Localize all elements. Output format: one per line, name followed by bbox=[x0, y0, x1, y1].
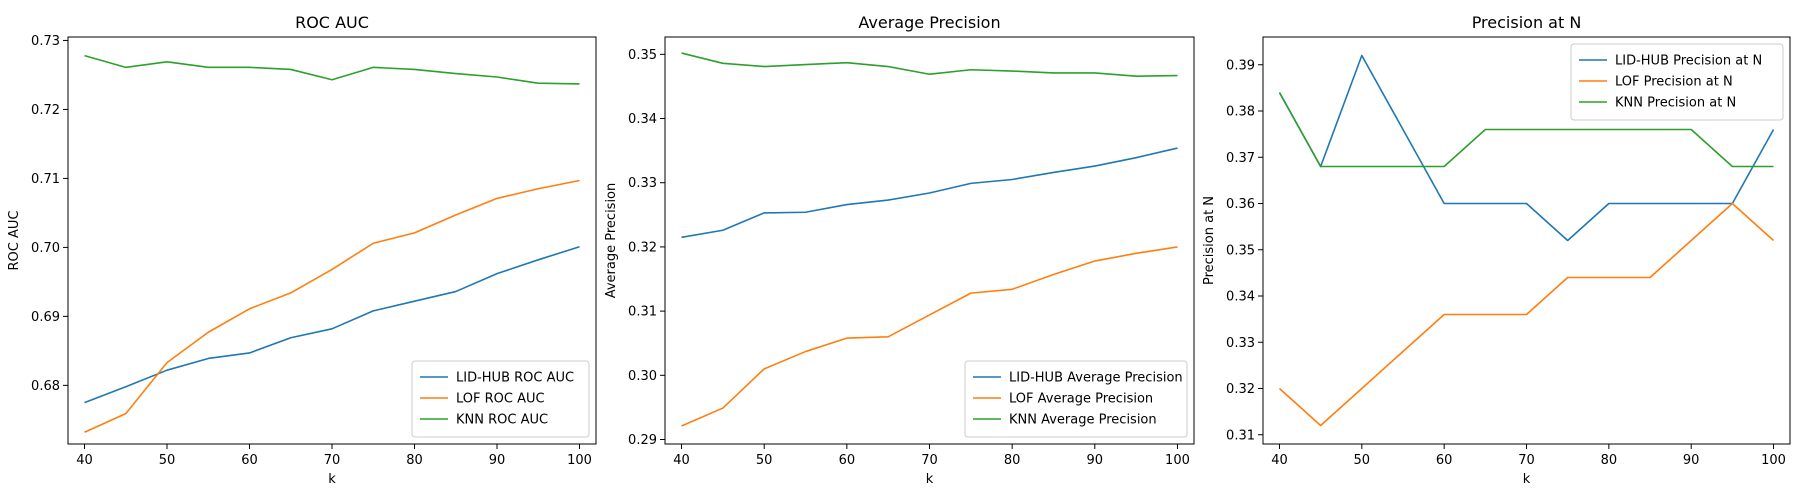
y-tick-label: 0.31 bbox=[1226, 428, 1255, 443]
y-tick-label: 0.70 bbox=[31, 241, 60, 256]
x-tick-label: 90 bbox=[489, 453, 506, 468]
x-tick-label: 50 bbox=[1354, 453, 1371, 468]
y-tick-label: 0.33 bbox=[628, 176, 657, 191]
y-tick-label: 0.34 bbox=[1226, 290, 1255, 305]
chart-0: ROC AUC 40 50 60 70 80 90 100 0.68 0.69 0.70 0.71 0.… bbox=[7, 13, 597, 487]
x-tick-label: 100 bbox=[1165, 453, 1190, 468]
y-axis-label: ROC AUC bbox=[7, 211, 22, 271]
y-tick-label: 0.35 bbox=[628, 48, 657, 63]
y-tick-label: 0.31 bbox=[628, 305, 657, 320]
legend-label: KNN ROC AUC bbox=[456, 413, 548, 428]
x-tick-label: 70 bbox=[921, 453, 938, 468]
legend-box bbox=[964, 360, 1188, 438]
y-tick-label: 0.29 bbox=[628, 433, 657, 448]
legend-label: KNN Precision at N bbox=[1615, 96, 1736, 111]
series-line-0 bbox=[84, 245, 580, 404]
legend-label: LID-HUB Precision at N bbox=[1615, 54, 1762, 69]
series-line-2 bbox=[681, 52, 1178, 77]
legend-label: LOF Average Precision bbox=[1009, 392, 1153, 407]
series-line-1 bbox=[1278, 202, 1775, 427]
x-tick-label: 70 bbox=[324, 453, 341, 468]
series-line-1 bbox=[681, 246, 1178, 427]
y-tick-label: 0.34 bbox=[628, 112, 657, 127]
axes-frame bbox=[1262, 36, 1791, 445]
legend-box bbox=[1570, 43, 1784, 121]
x-tick-label: 60 bbox=[241, 453, 258, 468]
chart-title: Precision at N bbox=[1472, 13, 1582, 32]
series-line-0 bbox=[1278, 54, 1775, 242]
y-tick-label: 0.72 bbox=[31, 103, 60, 118]
y-tick-label: 0.32 bbox=[628, 240, 657, 255]
y-tick-label: 0.69 bbox=[31, 310, 60, 325]
chart-2: Precision at N 40 50 60 70 80 90 100 0.31 0.32 0.3… bbox=[1202, 13, 1791, 487]
series-line-2 bbox=[1278, 92, 1774, 168]
y-tick-label: 0.73 bbox=[31, 34, 60, 49]
y-tick-label: 0.35 bbox=[1226, 243, 1255, 258]
x-axis-label: k bbox=[926, 472, 934, 487]
y-tick-label: 0.38 bbox=[1226, 105, 1255, 120]
axes-frame bbox=[664, 36, 1195, 445]
legend: LID-HUB Average Precision LOF Average Pre… bbox=[964, 360, 1188, 438]
y-tick-label: 0.37 bbox=[1226, 151, 1255, 166]
axes-frame bbox=[67, 36, 597, 445]
x-tick-label: 60 bbox=[1436, 453, 1453, 468]
x-axis-label: k bbox=[1523, 472, 1531, 487]
x-tick-label: 90 bbox=[1683, 453, 1700, 468]
legend-label: LID-HUB Average Precision bbox=[1009, 371, 1183, 386]
legend-label: LOF Precision at N bbox=[1615, 75, 1733, 90]
x-tick-label: 40 bbox=[1271, 453, 1288, 468]
series-line-2 bbox=[84, 54, 580, 85]
y-tick-label: 0.68 bbox=[31, 379, 60, 394]
x-tick-label: 50 bbox=[756, 453, 773, 468]
x-tick-label: 80 bbox=[1004, 453, 1021, 468]
y-tick-label: 0.39 bbox=[1226, 58, 1255, 73]
x-axis-label: k bbox=[328, 472, 336, 487]
x-tick-label: 80 bbox=[1601, 453, 1618, 468]
y-tick-label: 0.71 bbox=[31, 172, 60, 187]
legend-label: LOF ROC AUC bbox=[456, 392, 545, 407]
x-tick-label: 50 bbox=[159, 453, 176, 468]
legend-label: LID-HUB ROC AUC bbox=[456, 371, 574, 386]
x-tick-label: 60 bbox=[839, 453, 856, 468]
y-tick-label: 0.30 bbox=[628, 369, 657, 384]
legend-box bbox=[411, 360, 590, 438]
series-line-0 bbox=[681, 147, 1178, 239]
legend: LID-HUB Precision at N LOF Precision at N… bbox=[1570, 43, 1784, 121]
chart-title: ROC AUC bbox=[295, 13, 369, 32]
x-tick-label: 70 bbox=[1518, 453, 1535, 468]
y-tick-label: 0.32 bbox=[1226, 382, 1255, 397]
x-tick-label: 90 bbox=[1087, 453, 1104, 468]
chart-title: Average Precision bbox=[858, 13, 1000, 32]
series-line-1 bbox=[84, 179, 580, 433]
x-tick-label: 100 bbox=[1761, 453, 1786, 468]
x-tick-label: 40 bbox=[673, 453, 690, 468]
x-tick-label: 80 bbox=[406, 453, 423, 468]
legend: LID-HUB ROC AUC LOF ROC AUC KNN ROC AUC bbox=[411, 360, 590, 438]
chart-1: Average Precision 40 50 60 70 80 90 100 0.29 0.30… bbox=[604, 13, 1195, 487]
y-axis-label: Average Precision bbox=[604, 183, 619, 299]
x-tick-label: 40 bbox=[76, 453, 93, 468]
x-tick-label: 100 bbox=[567, 453, 592, 468]
y-tick-label: 0.36 bbox=[1226, 197, 1255, 212]
y-tick-label: 0.33 bbox=[1226, 336, 1255, 351]
y-axis-label: Precision at N bbox=[1202, 196, 1217, 285]
legend-label: KNN Average Precision bbox=[1009, 413, 1157, 428]
